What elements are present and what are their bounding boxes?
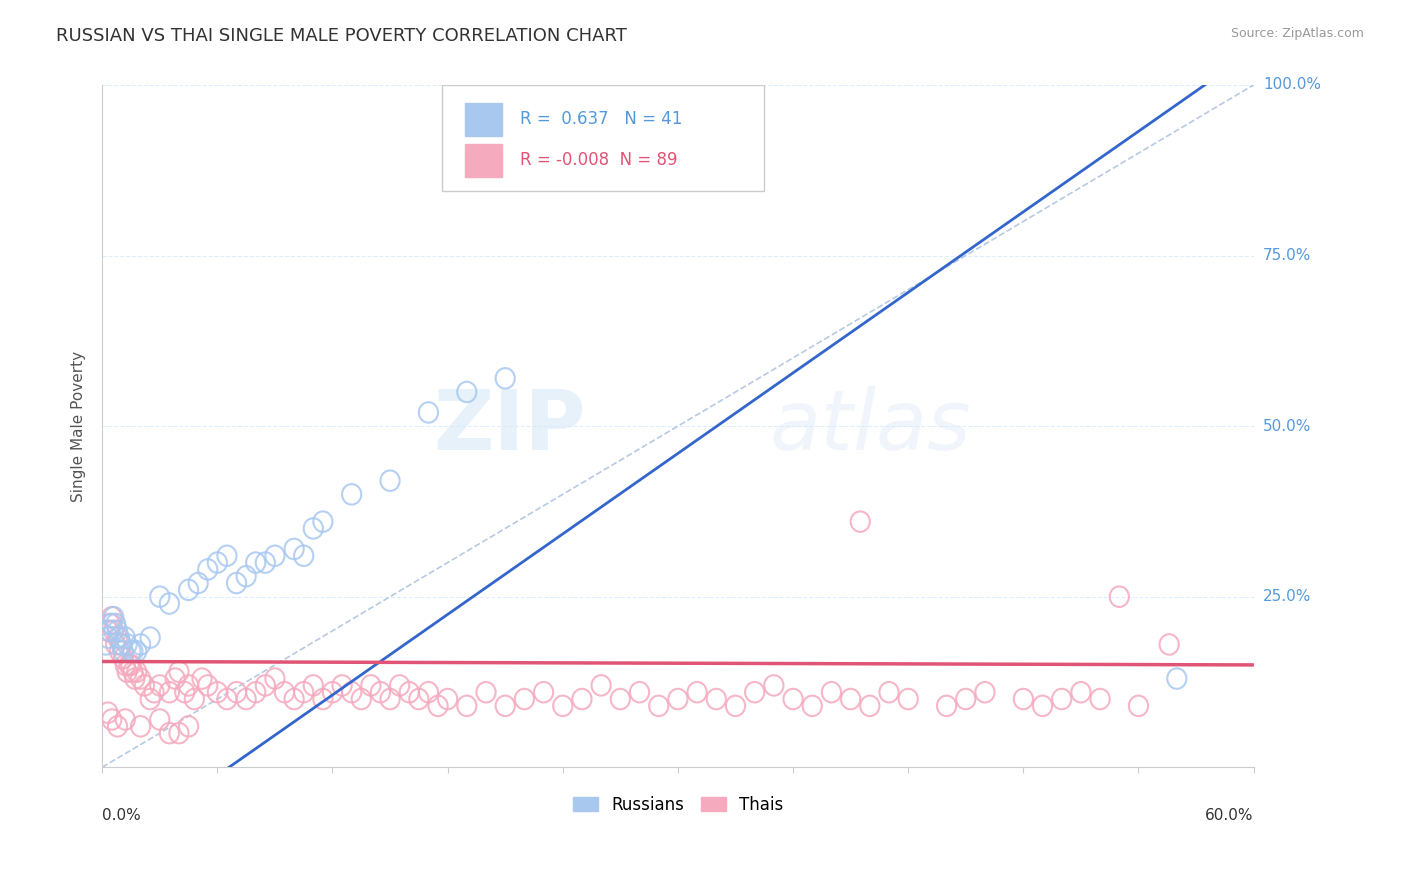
Text: 50.0%: 50.0% <box>1263 418 1312 434</box>
Text: R =  0.637   N = 41: R = 0.637 N = 41 <box>520 110 682 128</box>
FancyBboxPatch shape <box>465 145 502 177</box>
Text: Source: ZipAtlas.com: Source: ZipAtlas.com <box>1230 27 1364 40</box>
Text: R = -0.008  N = 89: R = -0.008 N = 89 <box>520 151 678 169</box>
Text: 25.0%: 25.0% <box>1263 590 1312 604</box>
FancyBboxPatch shape <box>465 103 502 136</box>
Legend: Russians, Thais: Russians, Thais <box>567 789 790 821</box>
Text: RUSSIAN VS THAI SINGLE MALE POVERTY CORRELATION CHART: RUSSIAN VS THAI SINGLE MALE POVERTY CORR… <box>56 27 627 45</box>
Text: atlas: atlas <box>770 385 972 467</box>
Text: 60.0%: 60.0% <box>1205 808 1254 823</box>
Text: 75.0%: 75.0% <box>1263 248 1312 263</box>
Y-axis label: Single Male Poverty: Single Male Poverty <box>72 351 86 501</box>
Text: 100.0%: 100.0% <box>1263 78 1322 93</box>
FancyBboxPatch shape <box>441 85 765 191</box>
Text: ZIP: ZIP <box>433 385 586 467</box>
Text: 0.0%: 0.0% <box>103 808 141 823</box>
